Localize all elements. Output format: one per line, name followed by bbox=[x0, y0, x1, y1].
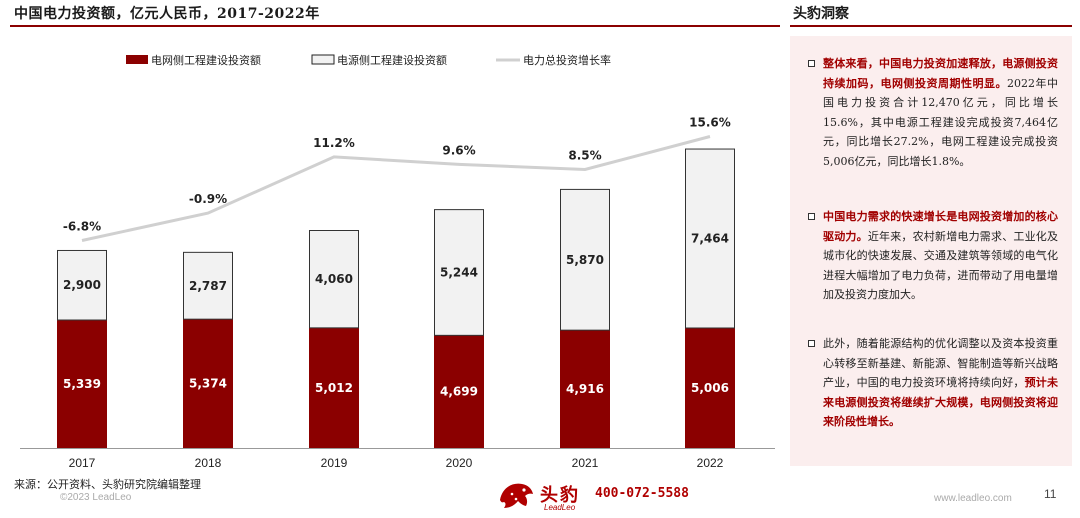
label-source-2021: 5,870 bbox=[566, 253, 604, 267]
x-tick-2020: 2020 bbox=[446, 456, 473, 470]
label-grid-2022: 5,006 bbox=[691, 381, 729, 395]
insight-bullet-2: 中国电力需求的快速增长是电网投资增加的核心驱动力。近年来，农村新增电力需求、工业… bbox=[808, 207, 1058, 305]
growth-label-2017: -6.8% bbox=[63, 220, 101, 234]
x-tick-2021: 2021 bbox=[572, 456, 599, 470]
label-grid-2019: 5,012 bbox=[315, 381, 353, 395]
x-tick-2019: 2019 bbox=[321, 456, 348, 470]
bar-source-2022 bbox=[685, 148, 735, 329]
bar-grid-2019 bbox=[309, 327, 359, 448]
title-divider bbox=[10, 25, 780, 27]
investment-chart: 电网侧工程建设投资额 电源侧工程建设投资额 电力总投资增长率 5,339 2,900 20… bbox=[20, 53, 775, 470]
insight-title: 头豹洞察 bbox=[793, 6, 849, 22]
legend-label-source: 电源侧工程建设投资额 bbox=[337, 53, 447, 67]
checkbox-bullet-icon bbox=[808, 213, 815, 220]
insight-panel bbox=[790, 36, 1072, 466]
label-grid-2017: 5,339 bbox=[63, 377, 101, 391]
website-url: www.leadleo.com bbox=[934, 493, 1012, 504]
x-tick-2022: 2022 bbox=[697, 456, 724, 470]
label-grid-2018: 5,374 bbox=[189, 377, 227, 391]
legend-label-grid: 电网侧工程建设投资额 bbox=[151, 53, 261, 67]
page-number: 11 bbox=[1044, 487, 1057, 501]
growth-label-2018: -0.9% bbox=[189, 192, 227, 206]
legend-swatch-source bbox=[311, 54, 335, 65]
insight-bullet-1: 整体来看，中国电力投资加速释放，电源侧投资持续加码，电网侧投资周期性明显。202… bbox=[808, 54, 1058, 171]
insight-2-text: 近年来，农村新增电力需求、工业化及城市化的快速发展、交通及建筑等领域的电气化进程… bbox=[823, 229, 1059, 302]
brand-subtitle: LeadLeo bbox=[544, 503, 576, 512]
bar-grid-2021 bbox=[560, 330, 610, 448]
bar-source-2019 bbox=[309, 230, 359, 329]
leopard-logo-icon bbox=[500, 483, 533, 508]
label-source-2018: 2,787 bbox=[189, 279, 227, 293]
insight-3-highlight: 预计未来电源侧投资将继续扩大规模，电网侧投资将迎来阶段性增长。 bbox=[823, 376, 1059, 428]
label-source-2020: 5,244 bbox=[440, 265, 478, 279]
growth-label-2021: 8.5% bbox=[568, 148, 601, 162]
insight-3-text: 此外，随着能源结构的优化调整以及资本投资重心转移至新基建、新能源、智能制造等新兴… bbox=[823, 337, 1058, 389]
insight-bullet-3: 此外，随着能源结构的优化调整以及资本投资重心转移至新基建、新能源、智能制造等新兴… bbox=[808, 334, 1058, 432]
source-note: 来源：公开资料、头豹研究院编辑整理 bbox=[14, 478, 201, 491]
bar-grid-2022 bbox=[685, 327, 735, 448]
insight-2-highlight: 中国电力需求的快速增长是电网投资增加的核心驱动力。 bbox=[823, 210, 1058, 243]
label-grid-2020: 4,699 bbox=[440, 385, 478, 399]
legend-swatch-grid bbox=[126, 55, 148, 64]
checkbox-bullet-icon bbox=[808, 60, 815, 67]
insight-divider bbox=[790, 25, 1072, 27]
bar-grid-2018 bbox=[183, 319, 233, 448]
growth-label-2019: 11.2% bbox=[313, 136, 355, 150]
insight-1-text: 2022年中国电力投资合计12,470亿元，同比增长15.6%，其中电源工程建设… bbox=[823, 76, 1058, 168]
bar-grid-2020 bbox=[434, 335, 484, 448]
copyright: ©2023 LeadLeo bbox=[60, 492, 132, 503]
label-source-2019: 4,060 bbox=[315, 272, 353, 286]
growth-line bbox=[81, 135, 711, 242]
insight-1-highlight: 整体来看，中国电力投资加速释放，电源侧投资持续加码，电网侧投资周期性明显。 bbox=[823, 57, 1058, 90]
brand-name: 头豹 bbox=[540, 485, 580, 506]
legend-label-growth: 电力总投资增长率 bbox=[523, 53, 611, 67]
bar-grid-2017 bbox=[57, 320, 107, 448]
growth-label-2022: 15.6% bbox=[689, 116, 731, 130]
phone-number: 400-072-5588 bbox=[595, 486, 689, 501]
chart-title: 中国电力投资额，亿元人民币，2017-2022年 bbox=[14, 6, 320, 22]
label-grid-2021: 4,916 bbox=[566, 382, 604, 396]
checkbox-bullet-icon bbox=[808, 340, 815, 347]
x-tick-2018: 2018 bbox=[195, 456, 222, 470]
bar-source-2020 bbox=[434, 209, 484, 336]
label-source-2022: 7,464 bbox=[691, 232, 729, 246]
label-source-2017: 2,900 bbox=[63, 278, 101, 292]
bar-source-2017 bbox=[57, 249, 107, 321]
bar-source-2018 bbox=[183, 251, 233, 320]
growth-label-2020: 9.6% bbox=[442, 143, 475, 157]
x-tick-2017: 2017 bbox=[69, 456, 96, 470]
bar-source-2021 bbox=[560, 188, 610, 331]
